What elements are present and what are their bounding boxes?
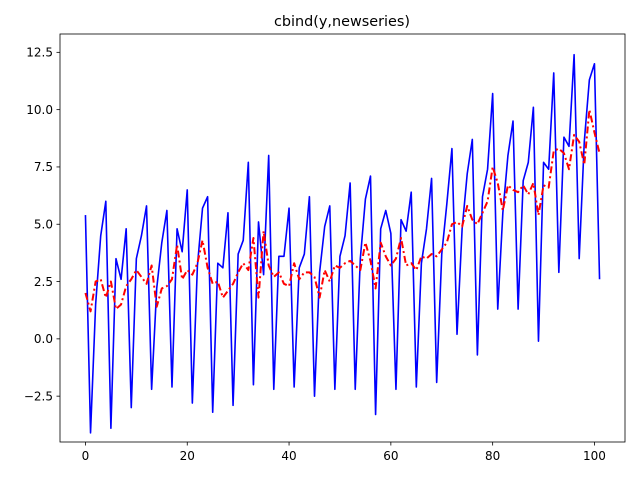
x-tick-label: 40 — [281, 449, 296, 463]
series-layer — [84, 53, 601, 434]
y-axis: −2.5 0.0 2.5 5.0 7.5 10.0 12.5 — [24, 46, 60, 403]
plot-frame — [59, 33, 626, 443]
y-tick-label: 0.0 — [34, 332, 53, 346]
y-tick-label: 7.5 — [34, 160, 53, 174]
y-tick-label: 2.5 — [34, 275, 53, 289]
x-tick-label: 0 — [82, 449, 90, 463]
x-tick-label: 60 — [383, 449, 398, 463]
x-tick-label: 20 — [180, 449, 195, 463]
y-tick-label: 10.0 — [26, 103, 53, 117]
x-tick-label: 80 — [485, 449, 500, 463]
x-tick-label: 100 — [583, 449, 606, 463]
chart-title: cbind(y,newseries) — [274, 14, 410, 30]
series-line-1 — [84, 53, 601, 434]
y-tick-label: −2.5 — [24, 389, 53, 403]
x-axis: 0 20 40 60 80 100 — [82, 442, 606, 463]
y-tick-label: 12.5 — [26, 46, 53, 60]
series-line-2 — [84, 108, 601, 313]
y-tick-label: 5.0 — [34, 217, 53, 231]
